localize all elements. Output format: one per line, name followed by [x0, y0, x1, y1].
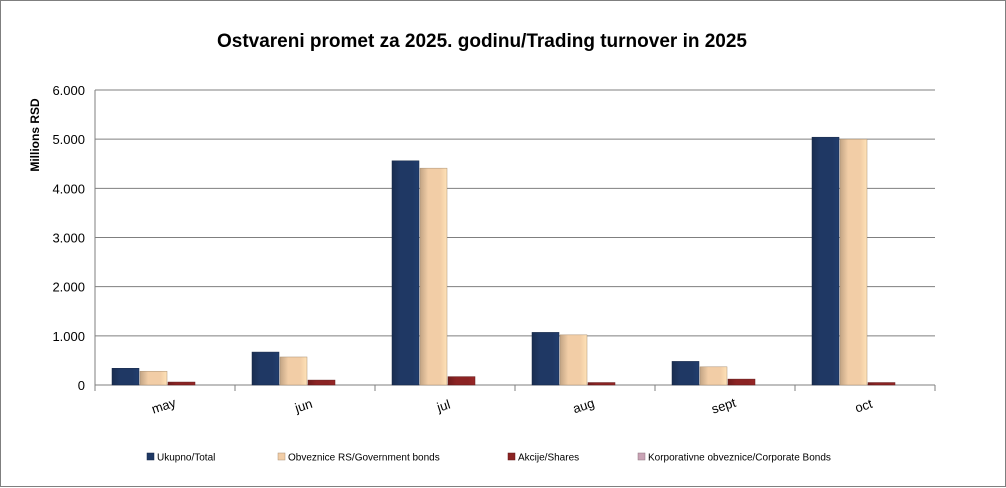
x-category-label: sept [710, 395, 738, 417]
bar-obveznice-rs-jul [419, 167, 448, 386]
x-category-label: oct [853, 396, 874, 416]
bar-obveznice-rs-aug [559, 334, 588, 386]
x-category-label: jun [292, 396, 314, 416]
bar-obveznice-rs-oct [839, 138, 868, 386]
legend-swatch [146, 452, 155, 461]
bar-akcije-oct [867, 382, 896, 386]
bar-akcije-may [167, 381, 196, 386]
y-tick-label: 6.000 [52, 83, 85, 98]
bar-ukupno-sept [671, 361, 700, 386]
bars [111, 136, 896, 386]
bar-ukupno-aug [531, 332, 560, 386]
bar-ukupno-jun [251, 351, 280, 386]
axes [94, 90, 936, 391]
legend-label: Korporativne obveznice/Corporate Bonds [648, 453, 831, 464]
legend-label: Akcije/Shares [518, 453, 579, 464]
x-category-labels: may jun jul aug sept oct [150, 395, 875, 417]
bar-ukupno-jul [391, 160, 420, 386]
y-tick-label: 0 [78, 378, 85, 393]
gridlines [95, 89, 935, 337]
bar-akcije-jun [307, 379, 336, 386]
y-tick-label: 2.000 [52, 280, 85, 295]
x-category-label: aug [571, 395, 596, 416]
y-tick-label: 1.000 [52, 329, 85, 344]
bar-obveznice-rs-may [139, 370, 168, 386]
y-tick-label: 5.000 [52, 132, 85, 147]
legend-label: Obveznice RS/Government bonds [288, 453, 440, 464]
x-category-label: jul [434, 397, 452, 416]
bar-ukupno-may [111, 368, 140, 386]
bar-obveznice-rs-sept [699, 366, 728, 386]
legend-swatch [507, 452, 516, 461]
legend-swatch [637, 452, 646, 461]
y-axis-label: Millions RSD [28, 98, 42, 172]
x-category-label: may [150, 395, 178, 417]
bar-akcije-aug [587, 382, 616, 386]
legend: Ukupno/Total Obveznice RS/Government bond… [146, 452, 831, 464]
bar-akcije-jul [447, 376, 476, 386]
bar-akcije-sept [727, 378, 756, 386]
y-tick-label: 3.000 [52, 231, 85, 246]
chart-title: Ostvareni promet za 2025. godinu/Trading… [217, 31, 747, 52]
y-tick-label: 4.000 [52, 181, 85, 196]
legend-label: Ukupno/Total [157, 453, 215, 464]
legend-swatch [277, 452, 286, 461]
bar-obveznice-rs-jun [279, 356, 308, 386]
y-tick-labels: 0 1.000 2.000 3.000 4.000 5.000 6.000 [52, 83, 85, 393]
bar-ukupno-oct [811, 136, 840, 386]
